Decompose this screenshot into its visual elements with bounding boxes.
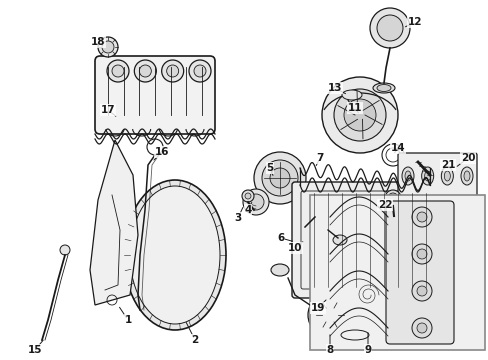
Text: 1: 1 <box>124 315 131 325</box>
Circle shape <box>269 168 289 188</box>
Circle shape <box>321 77 397 153</box>
Circle shape <box>253 152 305 204</box>
Circle shape <box>329 257 405 333</box>
Ellipse shape <box>421 167 433 185</box>
Circle shape <box>416 286 426 296</box>
Circle shape <box>243 189 268 215</box>
Text: 14: 14 <box>390 143 405 153</box>
Text: 17: 17 <box>101 105 115 115</box>
Text: 4: 4 <box>244 205 251 215</box>
Ellipse shape <box>444 171 449 181</box>
Circle shape <box>98 37 118 57</box>
Ellipse shape <box>124 180 225 330</box>
Text: 5: 5 <box>266 163 273 173</box>
Circle shape <box>242 190 253 202</box>
Circle shape <box>387 193 397 203</box>
Text: 15: 15 <box>28 345 42 355</box>
Circle shape <box>139 65 151 77</box>
Circle shape <box>337 265 397 325</box>
Circle shape <box>307 293 351 337</box>
Circle shape <box>384 190 400 206</box>
Circle shape <box>60 245 70 255</box>
Text: 9: 9 <box>364 345 371 355</box>
Text: 10: 10 <box>287 243 302 253</box>
Circle shape <box>411 281 431 301</box>
FancyBboxPatch shape <box>309 195 484 350</box>
Circle shape <box>314 300 345 330</box>
Ellipse shape <box>401 167 413 185</box>
Text: 2: 2 <box>191 335 198 345</box>
Ellipse shape <box>424 171 430 181</box>
Ellipse shape <box>372 83 394 93</box>
Text: 16: 16 <box>154 147 169 157</box>
Ellipse shape <box>341 90 361 100</box>
Circle shape <box>416 249 426 259</box>
Circle shape <box>134 60 156 82</box>
Text: 19: 19 <box>310 303 325 313</box>
Text: 11: 11 <box>347 103 362 113</box>
Circle shape <box>162 60 183 82</box>
Ellipse shape <box>441 167 452 185</box>
Ellipse shape <box>332 235 346 245</box>
Circle shape <box>166 65 178 77</box>
Circle shape <box>247 194 264 210</box>
Circle shape <box>262 160 297 196</box>
Ellipse shape <box>404 171 410 181</box>
Circle shape <box>416 323 426 333</box>
FancyBboxPatch shape <box>385 201 453 344</box>
Ellipse shape <box>460 167 472 185</box>
Circle shape <box>347 275 387 315</box>
Circle shape <box>102 41 114 53</box>
Text: 7: 7 <box>316 153 323 163</box>
Circle shape <box>369 8 409 48</box>
FancyBboxPatch shape <box>397 153 476 199</box>
Text: 18: 18 <box>91 37 105 47</box>
Circle shape <box>189 60 210 82</box>
Circle shape <box>343 99 375 131</box>
Circle shape <box>112 65 124 77</box>
Ellipse shape <box>376 85 390 91</box>
FancyBboxPatch shape <box>95 56 215 134</box>
Circle shape <box>194 65 205 77</box>
FancyBboxPatch shape <box>291 182 447 298</box>
Circle shape <box>244 193 250 199</box>
Text: 13: 13 <box>327 83 342 93</box>
Polygon shape <box>90 140 138 305</box>
Circle shape <box>107 60 129 82</box>
Circle shape <box>376 15 402 41</box>
Circle shape <box>321 307 337 323</box>
Circle shape <box>411 207 431 227</box>
Text: 21: 21 <box>440 160 454 170</box>
Ellipse shape <box>463 171 469 181</box>
Text: 8: 8 <box>325 345 333 355</box>
Ellipse shape <box>130 186 220 324</box>
Text: 12: 12 <box>407 17 421 27</box>
Circle shape <box>333 89 385 141</box>
Circle shape <box>411 318 431 338</box>
Text: 20: 20 <box>460 153 474 163</box>
Circle shape <box>411 244 431 264</box>
Ellipse shape <box>270 264 288 276</box>
Text: 22: 22 <box>377 200 391 210</box>
Text: 6: 6 <box>277 233 284 243</box>
Circle shape <box>416 212 426 222</box>
Text: 3: 3 <box>234 213 241 223</box>
